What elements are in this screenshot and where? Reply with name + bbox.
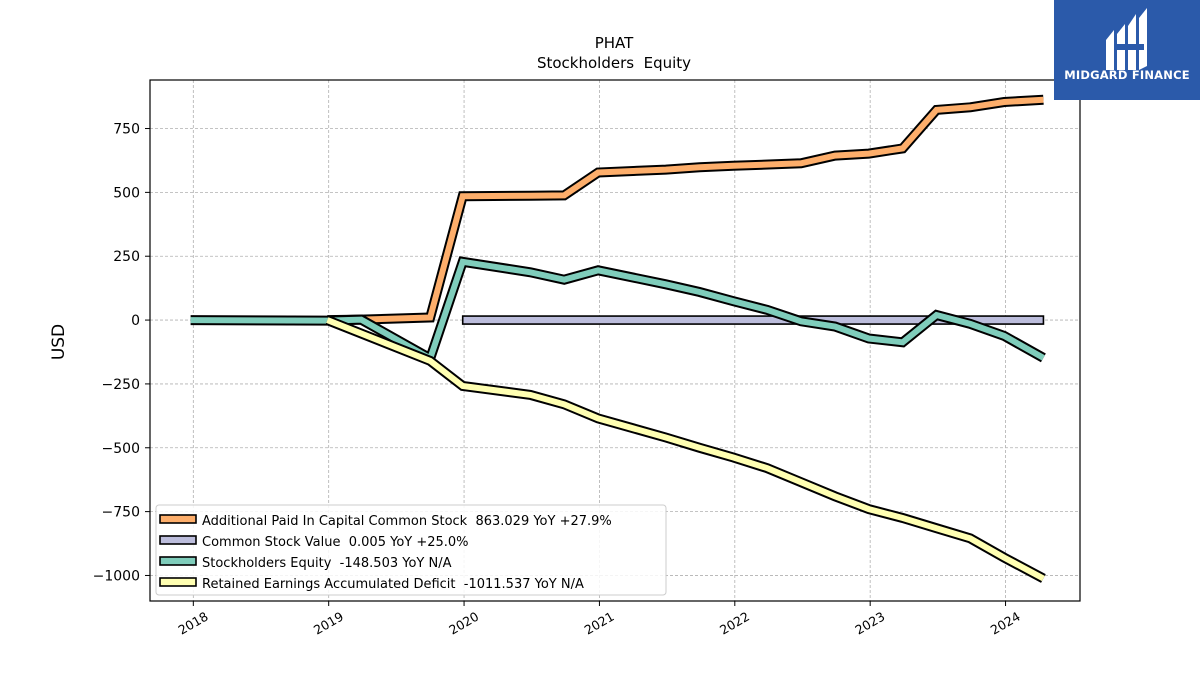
chart-title: PHAT xyxy=(595,34,634,52)
logo-text: MIDGARD FINANCE xyxy=(1064,68,1190,82)
y-tick-label: 0 xyxy=(131,313,140,329)
series-2 xyxy=(190,256,1046,366)
x-tick-label: 2019 xyxy=(311,609,346,638)
legend-swatch xyxy=(159,556,197,566)
legend-label: Common Stock Value 0.005 YoY +25.0% xyxy=(202,535,469,550)
chart-subtitle: Stockholders Equity xyxy=(537,54,691,72)
y-axis-label: USD xyxy=(49,324,69,360)
legend: Additional Paid In Capital Common Stock … xyxy=(155,504,667,596)
x-tick-label: 2018 xyxy=(176,609,211,638)
x-tick-label: 2022 xyxy=(717,609,752,638)
y-axis: 750 500 250 0 −250 −500 −750 −1000 xyxy=(93,122,150,584)
series-line xyxy=(327,96,1044,324)
y-tick-label: 750 xyxy=(113,122,140,138)
logo-mark-icon xyxy=(1054,0,1200,100)
series-line xyxy=(326,317,1045,582)
x-axis: 2018 2019 2020 2021 2022 2023 2024 xyxy=(176,601,1023,638)
legend-label: Additional Paid In Capital Common Stock … xyxy=(202,514,612,529)
y-tick-label: −500 xyxy=(102,441,140,457)
y-tick-label: −750 xyxy=(102,505,140,521)
x-tick-label: 2023 xyxy=(852,609,887,638)
x-tick-label: 2021 xyxy=(582,609,617,638)
legend-swatch xyxy=(159,514,197,524)
x-tick-label: 2024 xyxy=(988,609,1023,638)
legend-swatch xyxy=(159,535,197,545)
series-line xyxy=(461,315,1045,325)
y-tick-label: −250 xyxy=(102,377,140,393)
y-tick-label: 250 xyxy=(113,249,140,265)
legend-box xyxy=(155,504,667,596)
legend-label: Stockholders Equity -148.503 YoY N/A xyxy=(202,556,452,571)
legend-label: Retained Earnings Accumulated Deficit -1… xyxy=(202,577,584,592)
series-3 xyxy=(325,315,1046,583)
x-tick-label: 2020 xyxy=(446,609,481,638)
y-tick-label: 500 xyxy=(113,185,140,201)
legend-swatch xyxy=(159,577,197,587)
midgard-finance-logo: MIDGARD FINANCE xyxy=(1054,0,1200,100)
plot-frame xyxy=(149,79,1081,602)
series-1 xyxy=(461,315,1045,325)
series-group xyxy=(190,94,1046,583)
series-line xyxy=(190,258,1045,363)
series-0 xyxy=(327,94,1044,326)
y-tick-label: −1000 xyxy=(93,568,140,584)
